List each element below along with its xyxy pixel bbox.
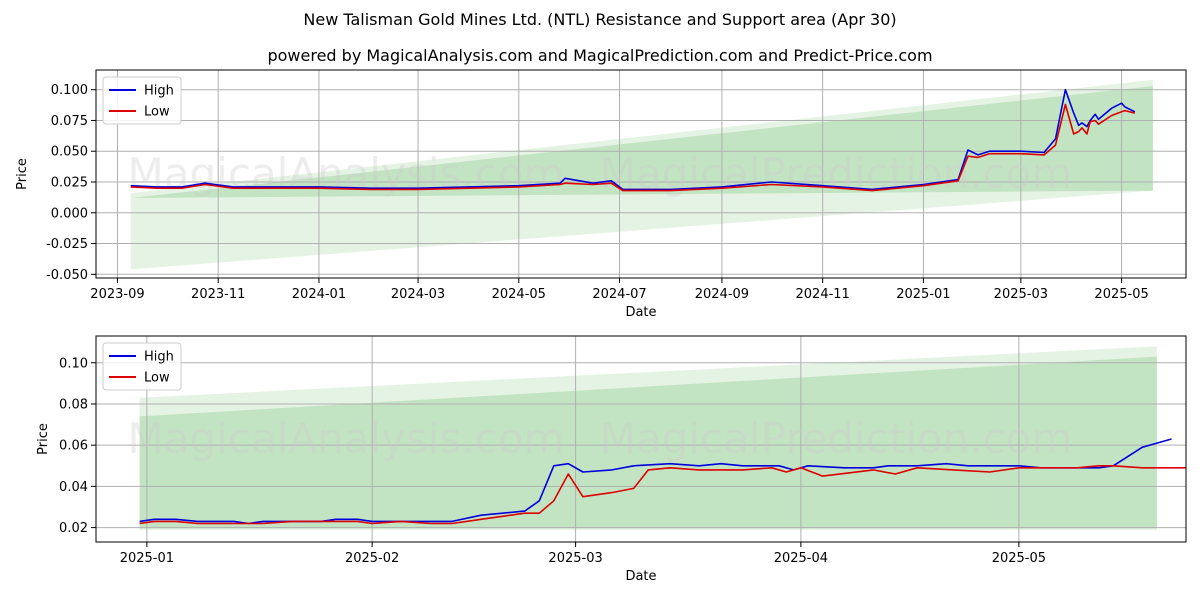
chart-2: 2025-01 2025-02 2025-03 2025-04 2025-05 0.02 0… <box>36 335 1187 584</box>
y-tick-label: 0.06 <box>59 439 88 454</box>
chart-title: New Talisman Gold Mines Ltd. (NTL) Resis… <box>303 10 897 29</box>
y-tick-label: 0.04 <box>59 480 88 495</box>
chart-subtitle: powered by MagicalAnalysis.com and Magic… <box>267 46 933 65</box>
y-tick-label: -0.025 <box>46 237 88 252</box>
y-tick-label: 0.025 <box>51 176 88 191</box>
series-line-low <box>130 103 1135 192</box>
x-tick-label: 2024-05 <box>492 287 546 302</box>
chart-1: 2023-09 2023-11 2024-01 2024-03 2024-05 2024-… <box>15 69 1187 320</box>
watermark: MagicalAnalysis.com <box>128 414 565 463</box>
legend-label-high: High <box>144 84 174 99</box>
x-tick-label: 2024-01 <box>292 287 346 302</box>
x-tick-label: 2025-03 <box>548 551 602 566</box>
y-tick-label: 0.08 <box>59 397 88 412</box>
x-tick-label: 2025-02 <box>345 551 399 566</box>
support-resistance-band <box>130 79 1153 270</box>
legend: High Low <box>102 76 182 125</box>
plot-frame <box>95 69 1187 279</box>
x-tick-label: 2025-05 <box>992 551 1046 566</box>
legend-box <box>102 342 182 391</box>
x-axis-label: Date <box>625 569 656 584</box>
y-tick-label: 0.10 <box>59 356 88 371</box>
legend-box <box>102 76 182 125</box>
x-tick-label: 2024-09 <box>695 287 749 302</box>
x-tick-label: 2023-09 <box>90 287 144 302</box>
x-tick-label: 2024-03 <box>391 287 445 302</box>
x-tick-label: 2023-11 <box>191 287 245 302</box>
series-line-low <box>139 464 1186 525</box>
y-tick-label: -0.050 <box>46 268 88 283</box>
x-tick-label: 2024-07 <box>592 287 646 302</box>
x-tick-label: 2025-01 <box>896 287 950 302</box>
plot-frame <box>95 335 1187 543</box>
support-resistance-band <box>130 86 1153 198</box>
x-tick-label: 2025-04 <box>774 551 828 566</box>
support-resistance-band <box>139 346 1157 528</box>
y-tick-label: 0.075 <box>51 114 88 129</box>
watermark: MagicalAnalysis.com <box>128 149 565 198</box>
x-tick-label: 2025-05 <box>1094 287 1148 302</box>
y-tick-label: 0.100 <box>51 83 88 98</box>
x-axis-label: Date <box>625 305 656 320</box>
x-tick-label: 2025-01 <box>120 551 174 566</box>
y-tick-label: 0.02 <box>59 521 88 536</box>
series-line-high <box>130 88 1136 191</box>
legend: High Low <box>102 342 182 391</box>
legend-label-high: High <box>144 350 174 365</box>
y-axis-label: Price <box>15 158 30 190</box>
watermark: MagicalPrediction.com <box>600 414 1073 463</box>
x-tick-label: 2024-11 <box>796 287 850 302</box>
legend-label-low: Low <box>144 371 170 386</box>
y-axis-label: Price <box>36 423 51 455</box>
legend-label-low: Low <box>144 105 170 120</box>
y-tick-label: 0.050 <box>51 145 88 160</box>
x-tick-label: 2025-03 <box>994 287 1048 302</box>
y-tick-label: 0.000 <box>51 206 88 221</box>
